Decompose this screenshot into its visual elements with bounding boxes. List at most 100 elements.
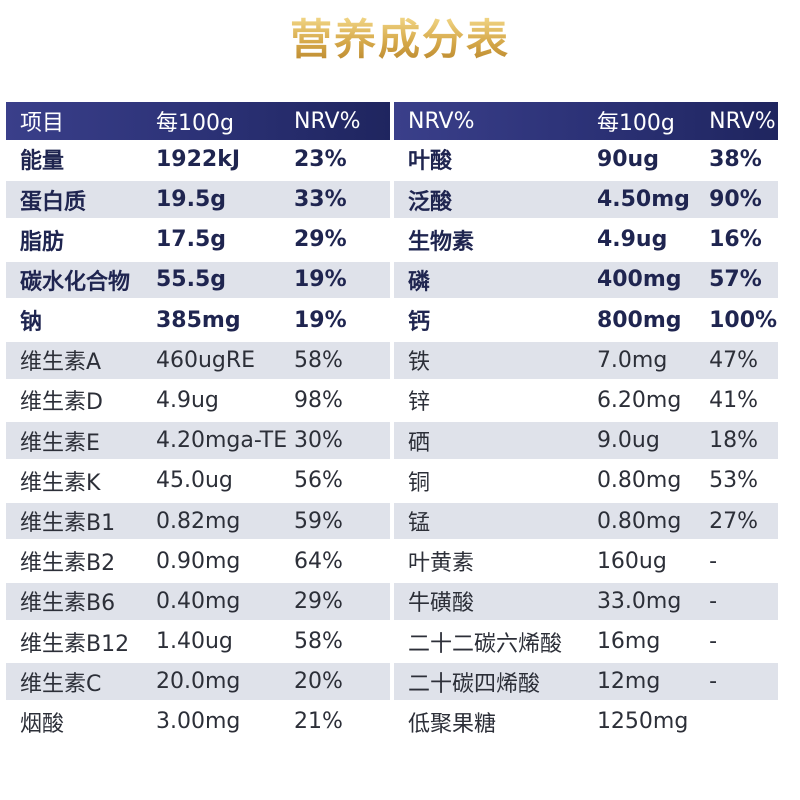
nutrient-name: 维生素C xyxy=(20,671,102,697)
nutrient-name: 二十碳四烯酸 xyxy=(408,671,541,697)
nutrient-amount: 3.00mg xyxy=(156,709,241,735)
table-row: 牛磺酸 33.0mg - xyxy=(394,583,778,620)
page-title-text: 营养成分表 xyxy=(289,15,510,64)
table-row: 二十二碳六烯酸 16mg - xyxy=(394,623,778,660)
nutrient-nrv: - xyxy=(709,629,718,655)
table-row: 维生素K 45.0ug 56% xyxy=(6,462,390,500)
table-row: 蛋白质 19.5g 33% xyxy=(6,181,390,218)
nutrient-amount: 17.5g xyxy=(156,227,227,253)
nutrient-amount: 4.9ug xyxy=(156,387,219,413)
nutrient-amount: 4.9ug xyxy=(596,227,668,253)
nutrient-amount: 19.5g xyxy=(156,187,227,213)
nutrient-name: 钙 xyxy=(408,310,431,336)
nutrient-nrv: 58% xyxy=(294,347,343,373)
table-row: 生物素 4.9ug 16% xyxy=(394,221,778,259)
nutrient-name: 维生素A xyxy=(20,350,102,376)
nutrient-amount: 460ugRE xyxy=(156,347,256,373)
header-item: NRV% xyxy=(408,108,475,134)
nutrient-nrv: 64% xyxy=(294,548,343,574)
nutrient-name: 维生素B12 xyxy=(20,631,130,657)
nutrient-nrv: 100% xyxy=(709,307,778,333)
nutrient-name: 能量 xyxy=(20,149,65,175)
nutrient-amount: 90ug xyxy=(596,146,659,172)
nutrient-nrv: 33% xyxy=(294,187,347,213)
left-rows: 能量 1922kJ 23% 蛋白质 19.5g 33% 脂肪 17.5g 29% 碳水化合物 55.… xyxy=(6,141,390,741)
table-row: 泛酸 4.50mg 90% xyxy=(394,181,778,218)
nutrient-name: 脂肪 xyxy=(20,229,65,255)
nutrient-nrv: 57% xyxy=(709,267,762,293)
table-row: 维生素B2 0.90mg 64% xyxy=(6,542,390,580)
header-per-100g: 每100g xyxy=(156,111,234,136)
table-row: 维生素D 4.9ug 98% xyxy=(6,382,390,419)
nutrient-nrv: 56% xyxy=(294,468,343,494)
header-nrv: NRV% xyxy=(294,108,361,134)
nutrition-table-left: 项目 每100g NRV% 能量 1922kJ 23% 蛋白质 19.5g 33% 脂肪 17… xyxy=(6,102,390,744)
nutrient-nrv: 27% xyxy=(709,508,759,534)
nutrient-name: 烟酸 xyxy=(20,711,65,737)
nutrient-amount: 0.80mg xyxy=(596,468,682,494)
nutrient-name: 蛋白质 xyxy=(20,189,87,215)
nutrient-nrv: 98% xyxy=(294,387,343,413)
nutrient-name: 钠 xyxy=(20,310,43,336)
nutrient-amount: 160ug xyxy=(596,548,667,574)
nutrient-name: 磷 xyxy=(408,269,431,295)
table-row: 维生素B1 0.82mg 59% xyxy=(6,502,390,540)
table-row: 硒 9.0ug 18% xyxy=(394,422,778,459)
table-row: 二十碳四烯酸 12mg - xyxy=(394,663,778,701)
table-row: 维生素B12 1.40ug 58% xyxy=(6,623,390,660)
nutrient-amount: 0.80mg xyxy=(596,508,682,534)
table-row: 锌 6.20mg 41% xyxy=(394,382,778,419)
table-row: 维生素E 4.20mga-TE 30% xyxy=(6,422,390,459)
nutrient-name: 铜 xyxy=(408,470,431,496)
table-row: 铜 0.80mg 53% xyxy=(394,462,778,500)
nutrient-name: 维生素K xyxy=(20,470,101,496)
header-item: 项目 xyxy=(20,111,65,136)
table-row: 锰 0.80mg 27% xyxy=(394,502,778,540)
nutrient-amount: 0.82mg xyxy=(156,508,241,534)
nutrient-amount: 1250mg xyxy=(596,709,689,735)
nutrient-name: 生物素 xyxy=(408,229,475,255)
nutrient-nrv: 20% xyxy=(294,669,343,695)
nutrient-nrv: - xyxy=(709,548,718,574)
table-header: 项目 每100g NRV% xyxy=(6,102,390,140)
table-row: 能量 1922kJ 23% xyxy=(6,141,390,178)
nutrient-nrv: 29% xyxy=(294,588,343,614)
nutrient-amount: 0.90mg xyxy=(156,548,241,574)
table-row: 碳水化合物 55.5g 19% xyxy=(6,261,390,299)
nutrient-nrv: - xyxy=(709,588,718,614)
nutrient-amount: 9.0ug xyxy=(596,428,660,454)
nutrient-amount: 400mg xyxy=(596,267,682,293)
table-row: 钠 385mg 19% xyxy=(6,301,390,339)
nutrient-name: 铁 xyxy=(408,350,431,376)
nutrient-amount: 12mg xyxy=(596,669,661,695)
nutrient-nrv: 59% xyxy=(294,508,343,534)
nutrient-amount: 4.20mga-TE xyxy=(156,428,288,454)
nutrient-name: 叶黄素 xyxy=(408,551,475,577)
nutrient-nrv: 47% xyxy=(709,347,759,373)
nutrient-amount: 16mg xyxy=(596,629,661,655)
nutrient-amount: 1.40ug xyxy=(156,629,233,655)
nutrient-nrv: 19% xyxy=(294,307,347,333)
nutrient-name: 硒 xyxy=(408,430,431,456)
nutrient-name: 维生素B1 xyxy=(20,511,116,537)
nutrient-amount: 45.0ug xyxy=(156,468,233,494)
nutrient-name: 牛磺酸 xyxy=(408,591,475,617)
nutrient-name: 锰 xyxy=(408,511,431,537)
table-row: 低聚果糖 1250mg xyxy=(394,703,778,741)
header-per-100g: 每100g xyxy=(596,111,675,136)
nutrient-name: 二十二碳六烯酸 xyxy=(408,631,563,657)
nutrient-amount: 1922kJ xyxy=(156,146,241,172)
table-row: 铁 7.0mg 47% xyxy=(394,341,778,379)
nutrient-name: 维生素B2 xyxy=(20,551,116,577)
nutrient-name: 碳水化合物 xyxy=(20,269,131,295)
nutrient-amount: 0.40mg xyxy=(156,588,241,614)
table-row: 叶酸 90ug 38% xyxy=(394,141,778,178)
table-row: 脂肪 17.5g 29% xyxy=(6,221,390,259)
nutrient-amount: 4.50mg xyxy=(596,187,690,213)
nutrient-nrv: 21% xyxy=(294,709,343,735)
nutrient-nrv: 41% xyxy=(709,387,759,413)
nutrient-nrv: 53% xyxy=(709,468,759,494)
table-header: NRV% 每100g NRV% xyxy=(394,102,778,140)
nutrient-amount: 55.5g xyxy=(156,267,227,293)
table-row: 叶黄素 160ug - xyxy=(394,542,778,580)
